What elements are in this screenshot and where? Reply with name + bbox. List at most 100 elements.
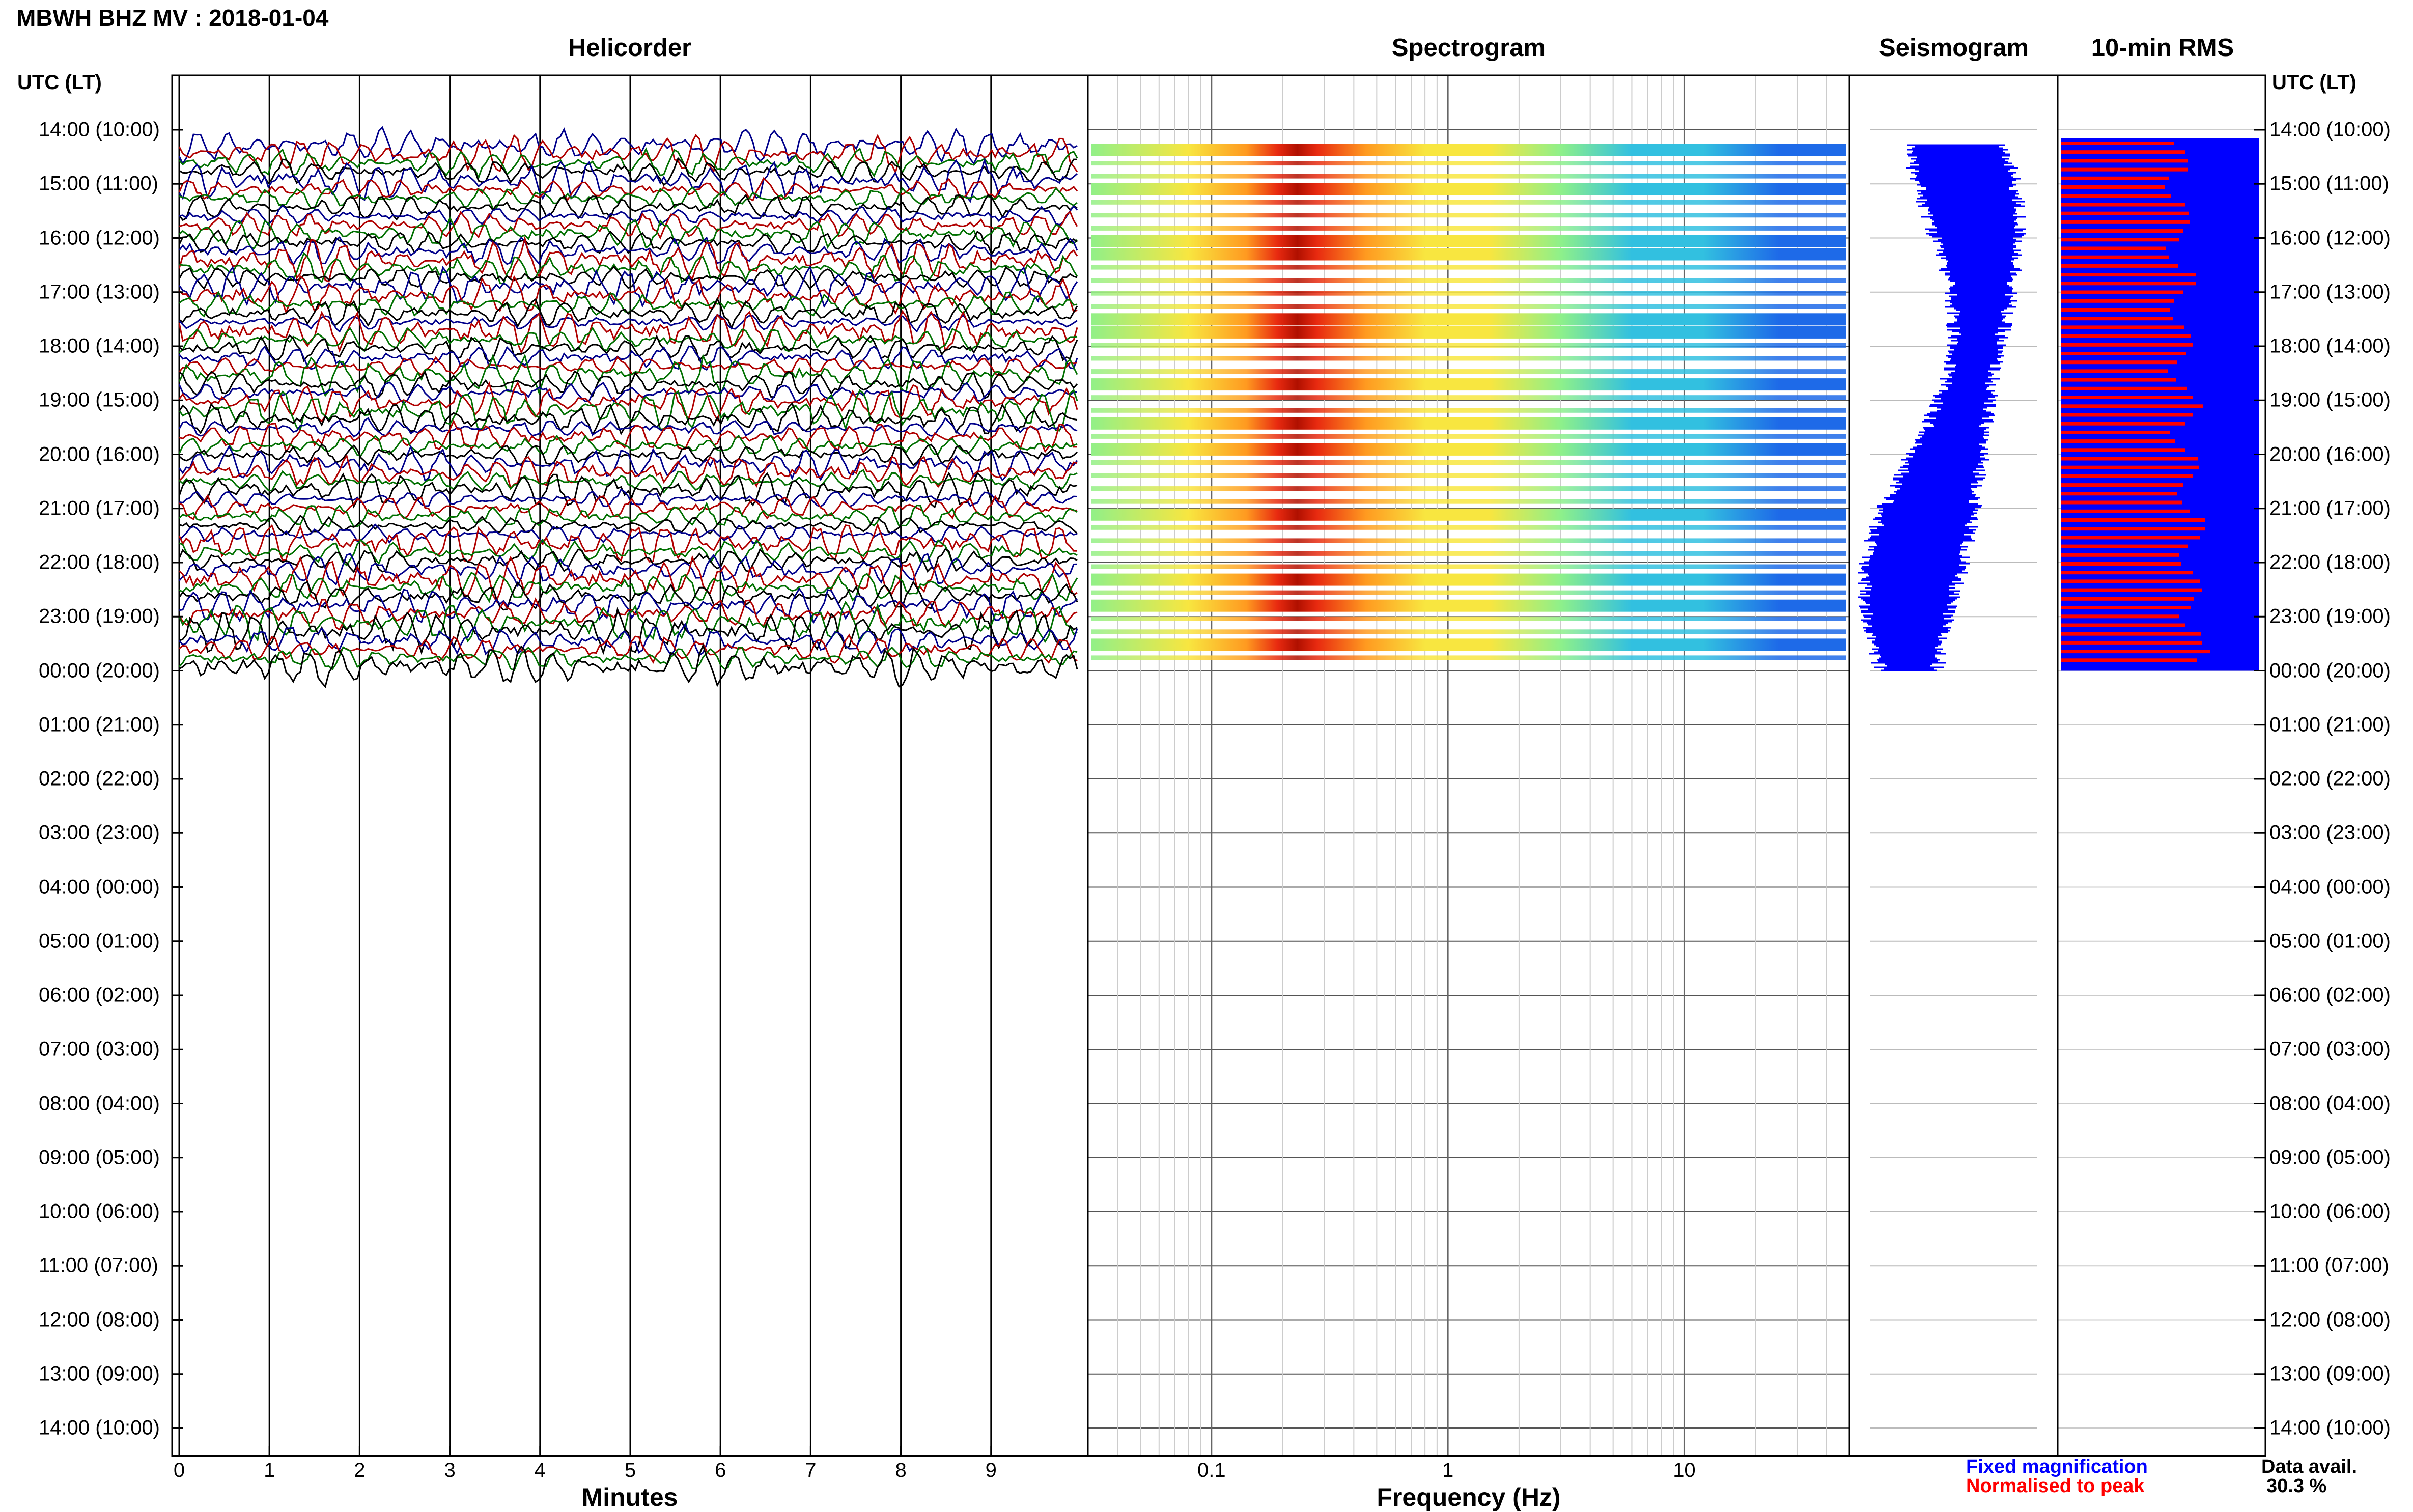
spectrogram-band: [1091, 226, 1846, 231]
spectrogram-band: [1091, 183, 1846, 195]
time-label-right: 15:00 (11:00): [2269, 172, 2389, 195]
spectrogram-x-tick-label: 1: [1442, 1459, 1454, 1481]
time-label-left: 14:00 (10:00): [39, 118, 160, 141]
spectrogram-band: [1091, 378, 1846, 391]
time-label-left: 22:00 (18:00): [39, 551, 160, 574]
time-label-left: 15:00 (11:00): [39, 172, 158, 195]
spectrogram-band: [1091, 174, 1846, 179]
helicorder-trace: [178, 522, 1078, 563]
rms-normalised-bar: [2061, 404, 2203, 408]
helicorder-trace: [179, 186, 1078, 210]
rms-normalised-bar: [2061, 588, 2202, 592]
rms-normalised-bar: [2061, 640, 2202, 645]
time-label-right: 10:00 (06:00): [2269, 1200, 2391, 1223]
time-label-right: 13:00 (09:00): [2269, 1362, 2391, 1385]
spectrogram-band: [1091, 343, 1846, 348]
time-label-right: 08:00 (04:00): [2269, 1092, 2391, 1114]
time-label-left: 16:00 (12:00): [39, 227, 160, 249]
time-label-left: 13:00 (09:00): [39, 1362, 160, 1385]
time-label-left: 03:00 (23:00): [39, 821, 160, 844]
helicorder-x-tick-label: 5: [624, 1459, 636, 1481]
helicorder-trace: [178, 645, 1078, 671]
helicorder-trace: [178, 389, 1078, 432]
spectrogram-band: [1091, 638, 1846, 651]
spectrogram-x-tick-label: 0.1: [1197, 1459, 1226, 1481]
helicorder-trace: [178, 355, 1078, 377]
time-label-left: 10:00 (06:00): [39, 1200, 160, 1223]
spectrogram-band: [1091, 473, 1846, 478]
helicorder-trace: [178, 552, 1078, 588]
time-label-right: 12:00 (08:00): [2269, 1308, 2391, 1331]
helicorder-trace: [178, 444, 1078, 482]
rms-normalised-bar: [2061, 422, 2185, 426]
helicorder-x-tick-label: 2: [354, 1459, 366, 1481]
axis-ticks: [172, 129, 2265, 1456]
time-label-left: 07:00 (03:00): [39, 1038, 160, 1060]
helicorder-trace: [178, 134, 1078, 175]
time-label-right: 20:00 (16:00): [2269, 443, 2391, 465]
helicorder-trace: [179, 633, 1078, 664]
time-label-left: 14:00 (10:00): [39, 1416, 160, 1439]
spectrogram-band: [1091, 161, 1846, 166]
helicorder-x-tick-label: 4: [534, 1459, 546, 1481]
spectrogram-band: [1091, 408, 1846, 413]
helicorder-trace: [179, 419, 1077, 454]
seismogram-trace: [1858, 144, 2026, 671]
spectrogram-bands: [1091, 144, 1846, 660]
helicorder-trace: [178, 345, 1078, 371]
helicorder-trace: [178, 275, 1078, 315]
spectrogram-band: [1091, 590, 1846, 595]
helicorder-trace: [178, 157, 1078, 203]
spectrogram-band: [1091, 265, 1846, 270]
helicorder-trace: [178, 501, 1078, 528]
rms-normalised-bar: [2061, 378, 2176, 382]
rms-normalised-bar: [2061, 658, 2197, 662]
time-label-right: 11:00 (07:00): [2269, 1254, 2389, 1277]
time-label-left: 18:00 (14:00): [39, 334, 160, 357]
spectrogram-band: [1091, 248, 1846, 261]
rms-normalised-bar: [2061, 457, 2198, 461]
rms-normalised-bar: [2061, 571, 2193, 575]
spectrogram-band: [1091, 304, 1846, 309]
helicorder-trace: [179, 572, 1078, 603]
rms-normalised-bar: [2061, 553, 2179, 557]
rms-normalised-bar: [2061, 483, 2183, 487]
helicorder-x-label: Minutes: [581, 1483, 678, 1511]
spectrogram-band: [1091, 395, 1846, 400]
helicorder-x-tick-label: 7: [805, 1459, 817, 1481]
rms-normalised-bar: [2061, 229, 2183, 233]
rms-normalised-bar: [2061, 527, 2205, 531]
time-label-right: 14:00 (10:00): [2269, 1416, 2391, 1439]
helicorder-trace: [178, 597, 1078, 631]
helicorder-trace: [179, 210, 1078, 240]
time-label-left: 06:00 (02:00): [39, 984, 160, 1006]
rms-normalised-bar: [2061, 509, 2190, 513]
helicorder-trace: [179, 514, 1078, 536]
helicorder-trace: [178, 622, 1078, 656]
helicorder-trace: [179, 334, 1078, 362]
helicorder-trace: [179, 251, 1078, 285]
time-label-right: 00:00 (20:00): [2269, 659, 2391, 682]
time-label-right: 22:00 (18:00): [2269, 551, 2391, 574]
helicorder-trace: [179, 297, 1078, 330]
helicorder-x-tick-label: 1: [264, 1459, 275, 1481]
rms-title: 10-min RMS: [2091, 34, 2234, 62]
spectrogram-band: [1091, 573, 1846, 586]
spectrogram-band: [1091, 499, 1846, 504]
spectrogram-title: Spectrogram: [1391, 34, 1546, 62]
time-label-right: 19:00 (15:00): [2269, 388, 2391, 411]
time-label-left: 21:00 (17:00): [39, 497, 160, 520]
seismogram-title: Seismogram: [1878, 34, 2029, 62]
spectrogram-band: [1091, 213, 1846, 218]
data-avail-label: Data avail.: [2261, 1456, 2357, 1477]
rms-normalised-bar: [2061, 238, 2179, 242]
rms-normalised-bar: [2061, 597, 2194, 601]
rms-normalised-bar: [2061, 194, 2171, 198]
helicorder-trace: [179, 469, 1078, 494]
helicorder-trace: [179, 606, 1078, 655]
rms-normalised-bar: [2061, 536, 2200, 540]
rms-normalised-bar: [2061, 650, 2210, 654]
spectrogram-band: [1091, 443, 1846, 456]
rms-normalised-bar: [2061, 439, 2175, 443]
rms-normalised-bar: [2061, 220, 2190, 224]
